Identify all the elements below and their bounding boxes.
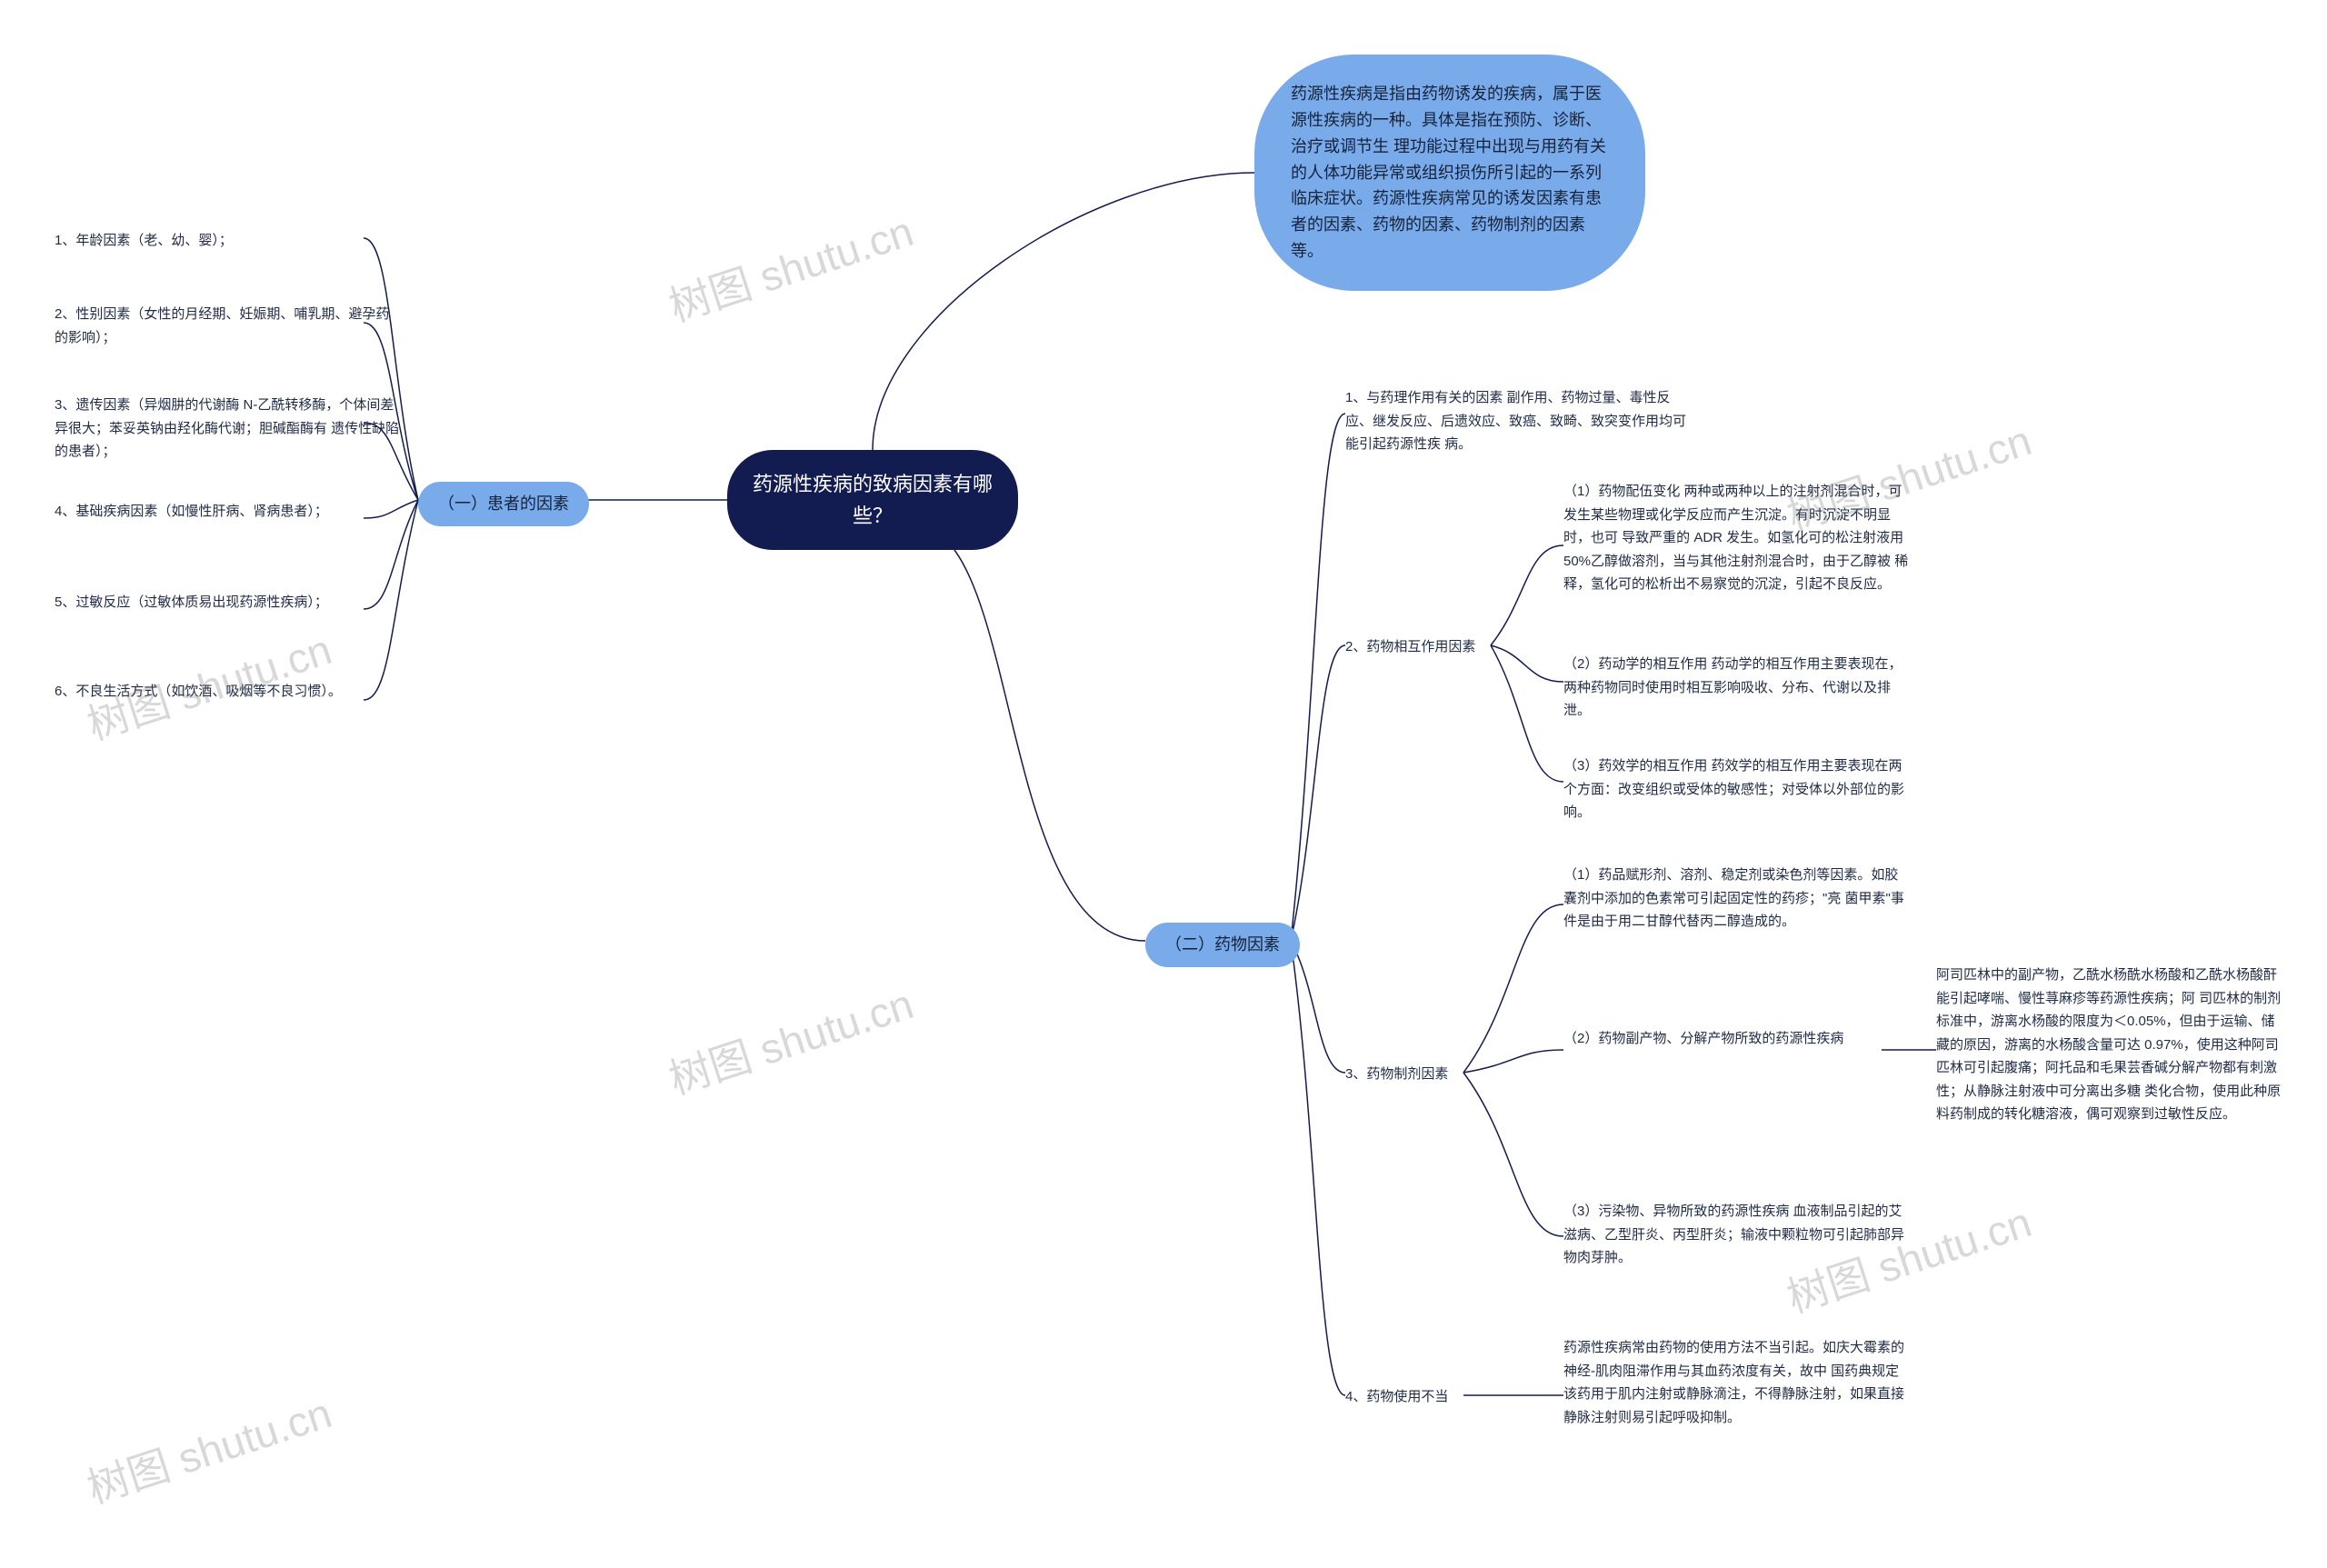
patient-factor-3: 3、遗传因素（异烟肼的代谢酶 N-乙酰转移酶，个体间差异很大；苯妥英钠由羟化酶代…	[55, 394, 400, 464]
patient-factor-6: 6、不良生活方式（如饮酒、吸烟等不良习惯）。	[55, 680, 342, 704]
drug-interaction-2: （2）药动学的相互作用 药动学的相互作用主要表现在，两种药物同时使用时相互影响吸…	[1563, 653, 1909, 723]
watermark: 树图 shutu.cn	[661, 199, 920, 335]
branch-patient-factors[interactable]: （一）患者的因素	[418, 482, 589, 526]
patient-factor-2: 2、性别因素（女性的月经期、妊娠期、哺乳期、避孕药的影响）；	[55, 303, 400, 349]
drug-formulation-3: （3）污染物、异物所致的药源性疾病 血液制品引起的艾滋病、乙型肝炎、丙型肝炎；输…	[1563, 1200, 1909, 1270]
drug-formulation-2-detail: 阿司匹林中的副产物，乙酰水杨酰水杨酸和乙酰水杨酸酐能引起哮喘、慢性荨麻疹等药源性…	[1936, 964, 2282, 1126]
connector-layer	[0, 0, 2327, 1568]
drug-factor-3-label: 3、药物制剂因素	[1345, 1064, 1448, 1083]
drug-factor-1: 1、与药理作用有关的因素 副作用、药物过量、毒性反应、继发反应、后遗效应、致癌、…	[1345, 386, 1691, 456]
drug-misuse-text: 药源性疾病常由药物的使用方法不当引起。如庆大霉素的神经-肌肉阻滞作用与其血药浓度…	[1563, 1336, 1909, 1429]
drug-formulation-1: （1）药品赋形剂、溶剂、稳定剂或染色剂等因素。如胶囊剂中添加的色素常可引起固定性…	[1563, 864, 1909, 934]
watermark: 树图 shutu.cn	[661, 972, 920, 1107]
drug-factor-4-label: 4、药物使用不当	[1345, 1386, 1448, 1405]
drug-factor-2-label: 2、药物相互作用因素	[1345, 636, 1475, 655]
watermark: 树图 shutu.cn	[79, 1381, 338, 1516]
root-node[interactable]: 药源性疾病的致病因素有哪些？	[727, 450, 1018, 550]
drug-formulation-2: （2）药物副产物、分解产物所致的药源性疾病	[1563, 1027, 1843, 1051]
drug-interaction-3: （3）药效学的相互作用 药效学的相互作用主要表现在两个方面：改变组织或受体的敏感…	[1563, 754, 1909, 824]
patient-factor-1: 1、年龄因素（老、幼、婴）；	[55, 229, 233, 253]
drug-interaction-1: （1）药物配伍变化 两种或两种以上的注射剂混合时，可发生某些物理或化学反应而产生…	[1563, 480, 1909, 596]
branch-drug-factors[interactable]: （二）药物因素	[1145, 923, 1300, 967]
patient-factor-5: 5、过敏反应（过敏体质易出现药源性疾病）；	[55, 591, 328, 614]
patient-factor-4: 4、基础疾病因素（如慢性肝病、肾病患者）；	[55, 500, 328, 524]
description-node: 药源性疾病是指由药物诱发的疾病，属于医源性疾病的一种。具体是指在预防、诊断、治疗…	[1254, 55, 1645, 291]
